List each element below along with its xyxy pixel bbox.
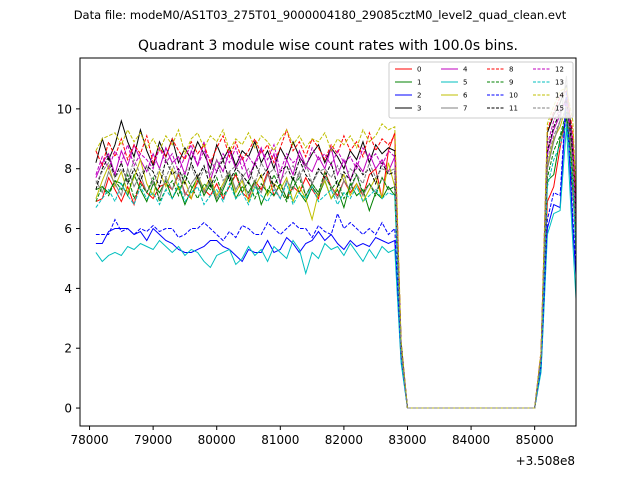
series-line-2 — [95, 96, 576, 409]
suptitle: Data file: modeM0/AS1T03_275T01_90000041… — [74, 8, 567, 22]
legend-label-12: 12 — [555, 66, 564, 74]
series-line-1 — [95, 117, 576, 409]
x-tick-label: 81000 — [261, 433, 299, 447]
y-axis: 0 2 4 6 8 10 — [57, 102, 80, 416]
x-tick-label: 84000 — [452, 433, 490, 447]
series-line-7 — [95, 75, 576, 409]
series-line-12 — [95, 101, 576, 409]
legend-label-10: 10 — [509, 92, 518, 100]
legend-label-1: 1 — [417, 79, 421, 87]
series-line-5 — [95, 126, 576, 409]
y-tick-label: 8 — [64, 162, 72, 176]
legend-label-2: 2 — [417, 92, 421, 100]
y-tick-label: 0 — [64, 402, 72, 416]
series-line-8 — [95, 89, 576, 409]
y-tick-label: 6 — [64, 222, 72, 236]
x-tick-label: 83000 — [388, 433, 426, 447]
legend-label-15: 15 — [555, 105, 564, 113]
plot-frame — [79, 57, 577, 427]
y-tick-label: 10 — [57, 102, 72, 116]
x-tick-label: 85000 — [516, 433, 554, 447]
x-tick-label: 80000 — [198, 433, 236, 447]
legend-label-7: 7 — [463, 105, 467, 113]
x-tick-label: 82000 — [325, 433, 363, 447]
legend-box — [388, 61, 574, 119]
legend-label-3: 3 — [417, 105, 421, 113]
series-lines — [95, 75, 576, 409]
x-offset-label: +3.508e8 — [516, 454, 575, 468]
y-tick-label: 4 — [64, 282, 72, 296]
y-tick-label: 2 — [64, 342, 72, 356]
series-line-10 — [95, 90, 576, 409]
legend-label-8: 8 — [509, 66, 513, 74]
series-line-11 — [95, 98, 576, 409]
x-tick-label: 79000 — [134, 433, 172, 447]
legend-label-14: 14 — [555, 92, 564, 100]
legend-label-13: 13 — [555, 79, 564, 87]
chart-title: Quadrant 3 module wise count rates with … — [138, 38, 518, 54]
legend-label-9: 9 — [509, 79, 513, 87]
legend-label-11: 11 — [509, 105, 518, 113]
series-line-9 — [95, 111, 576, 409]
x-axis: 78000 79000 80000 81000 82000 83000 84000 85000 — [70, 426, 554, 447]
legend-label-4: 4 — [463, 66, 468, 74]
legend-label-6: 6 — [463, 92, 468, 100]
series-line-14 — [95, 87, 576, 409]
legend-label-5: 5 — [463, 79, 467, 87]
x-tick-label: 78000 — [70, 433, 108, 447]
series-line-3 — [95, 84, 576, 409]
legend-label-0: 0 — [417, 66, 421, 74]
series-line-15 — [95, 107, 576, 409]
